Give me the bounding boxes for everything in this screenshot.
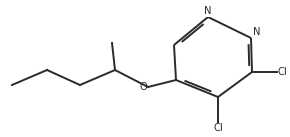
Text: N: N [204, 6, 212, 16]
Text: Cl: Cl [213, 123, 223, 133]
Text: Cl: Cl [278, 67, 288, 77]
Text: O: O [139, 82, 147, 92]
Text: N: N [253, 27, 260, 37]
